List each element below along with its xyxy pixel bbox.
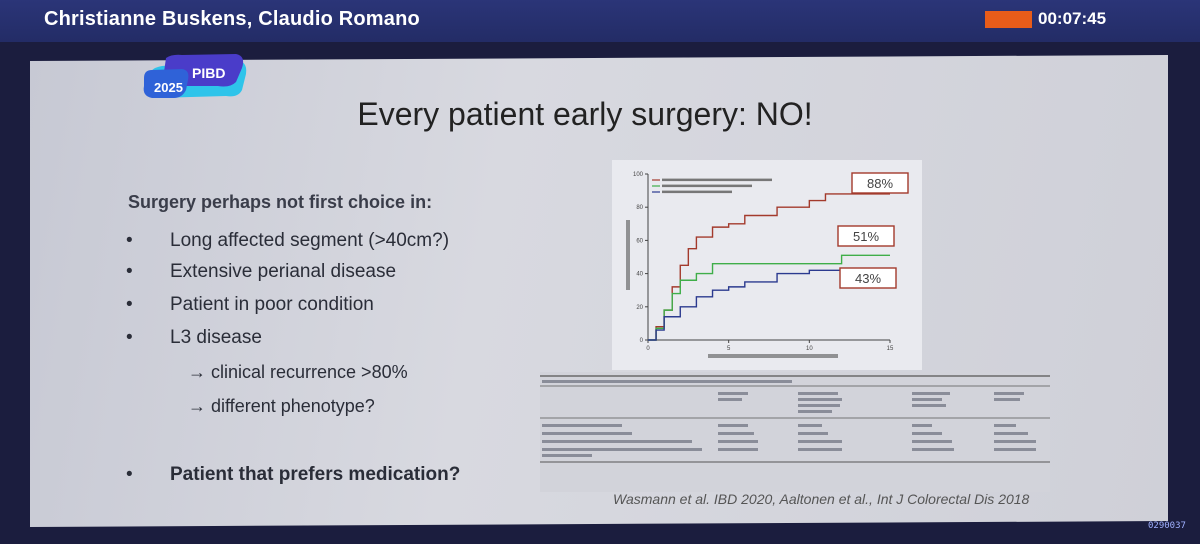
bullet-dot: • xyxy=(126,230,133,251)
table-header-blur xyxy=(798,392,838,395)
table-header-blur xyxy=(718,392,748,395)
table-row-blur xyxy=(912,432,942,435)
table-row-blur xyxy=(542,424,622,427)
annotation-box xyxy=(837,225,895,247)
y-tick-label: 40 xyxy=(636,272,643,278)
citation: Wasmann et al. IBD 2020, Aaltonen et al.… xyxy=(613,491,1030,507)
table-row-blur xyxy=(912,424,932,427)
annotation-label: 88% xyxy=(867,176,893,191)
table-row-blur xyxy=(542,454,592,457)
series-line-green xyxy=(648,254,890,341)
speaker-names: Christianne Buskens, Claudio Romano xyxy=(44,8,420,30)
table-row-blur xyxy=(994,424,1016,427)
pibd-logo: PIBD 2025 xyxy=(143,54,247,98)
table-header-blur xyxy=(798,404,840,407)
bullet-text: Extensive perianal disease xyxy=(170,261,397,282)
annotation-label: 51% xyxy=(853,229,879,244)
x-tick-label: 15 xyxy=(887,346,894,352)
chart-layer: 0 20 40 60 80 100 0 5 10 15 88% 51% 43% xyxy=(626,172,909,358)
bullet-intro: Surgery perhaps not first choice in: xyxy=(128,192,433,212)
table-header-blur xyxy=(912,392,950,395)
bullet-dot: • xyxy=(126,464,133,485)
table-row-blur xyxy=(798,424,822,427)
corner-code: 0290037 xyxy=(1148,521,1186,531)
y-tick-label: 0 xyxy=(640,338,644,344)
table-row-blur xyxy=(912,448,954,451)
table-row-blur xyxy=(994,448,1036,451)
table-row-blur xyxy=(542,448,702,451)
logo-year: 2025 xyxy=(154,80,183,95)
bullet-dot: • xyxy=(126,294,133,315)
annotation-box xyxy=(839,267,897,289)
table-header-blur xyxy=(994,398,1020,401)
table-row-blur xyxy=(718,448,758,451)
x-tick-label: 5 xyxy=(727,346,731,352)
bullet-dot: • xyxy=(126,261,133,282)
sub-bullet: → different phenotype? xyxy=(188,396,375,416)
table-caption-blur xyxy=(542,380,792,383)
table-row-blur xyxy=(542,432,632,435)
table-row-blur xyxy=(798,440,842,443)
chart-background xyxy=(612,160,922,370)
table-row-blur xyxy=(718,440,758,443)
y-axis-title-blur xyxy=(626,220,630,290)
table-header-blur xyxy=(718,398,742,401)
top-bar: Christianne Buskens, Claudio Romano 00:0… xyxy=(0,0,1200,42)
table-row-blur xyxy=(798,432,828,435)
y-tick-label: 20 xyxy=(636,305,643,311)
x-axis-title-blur xyxy=(708,354,838,358)
recording-indicator xyxy=(985,11,1032,28)
legend-text-blur xyxy=(662,190,732,194)
series-line-blue xyxy=(648,267,890,341)
bullet-text: Long affected segment (>40cm?) xyxy=(170,230,450,251)
bullet-text: Patient in poor condition xyxy=(170,294,374,315)
x-tick-label: 10 xyxy=(806,346,813,352)
table-header-blur xyxy=(798,398,842,401)
logo-name: PIBD xyxy=(192,65,225,81)
table-row-blur xyxy=(798,448,842,451)
bullet-dot: • xyxy=(126,327,133,348)
table-header-blur xyxy=(994,392,1024,395)
slide-title: Every patient early surgery: NO! xyxy=(357,96,813,132)
table-row-blur xyxy=(718,432,754,435)
table-header-blur xyxy=(798,410,832,413)
table-row-blur xyxy=(718,424,748,427)
table-row-blur xyxy=(912,440,952,443)
legend-text-blur xyxy=(662,184,752,188)
x-tick-label: 0 xyxy=(646,346,650,352)
y-tick-label: 100 xyxy=(633,172,644,178)
y-tick-label: 80 xyxy=(636,205,643,211)
table-row-blur xyxy=(994,432,1028,435)
session-timer: 00:07:45 xyxy=(1038,9,1107,28)
recurrence-table-figure xyxy=(540,372,1050,492)
table-row-blur xyxy=(994,440,1036,443)
y-tick-label: 60 xyxy=(636,238,643,244)
sub-bullet: → clinical recurrence >80% xyxy=(188,362,408,382)
table-header-blur xyxy=(912,404,946,407)
bullet-text: Patient that prefers medication? xyxy=(170,464,461,485)
recurrence-chart: 0 20 40 60 80 100 0 5 10 15 88% 51% 43% xyxy=(612,160,922,370)
table-row-blur xyxy=(542,440,692,443)
legend-text-blur xyxy=(662,178,772,182)
bullet-text: L3 disease xyxy=(170,327,262,348)
table-header-blur xyxy=(912,398,942,401)
annotation-label: 43% xyxy=(855,271,881,286)
annotation-box xyxy=(851,172,909,194)
